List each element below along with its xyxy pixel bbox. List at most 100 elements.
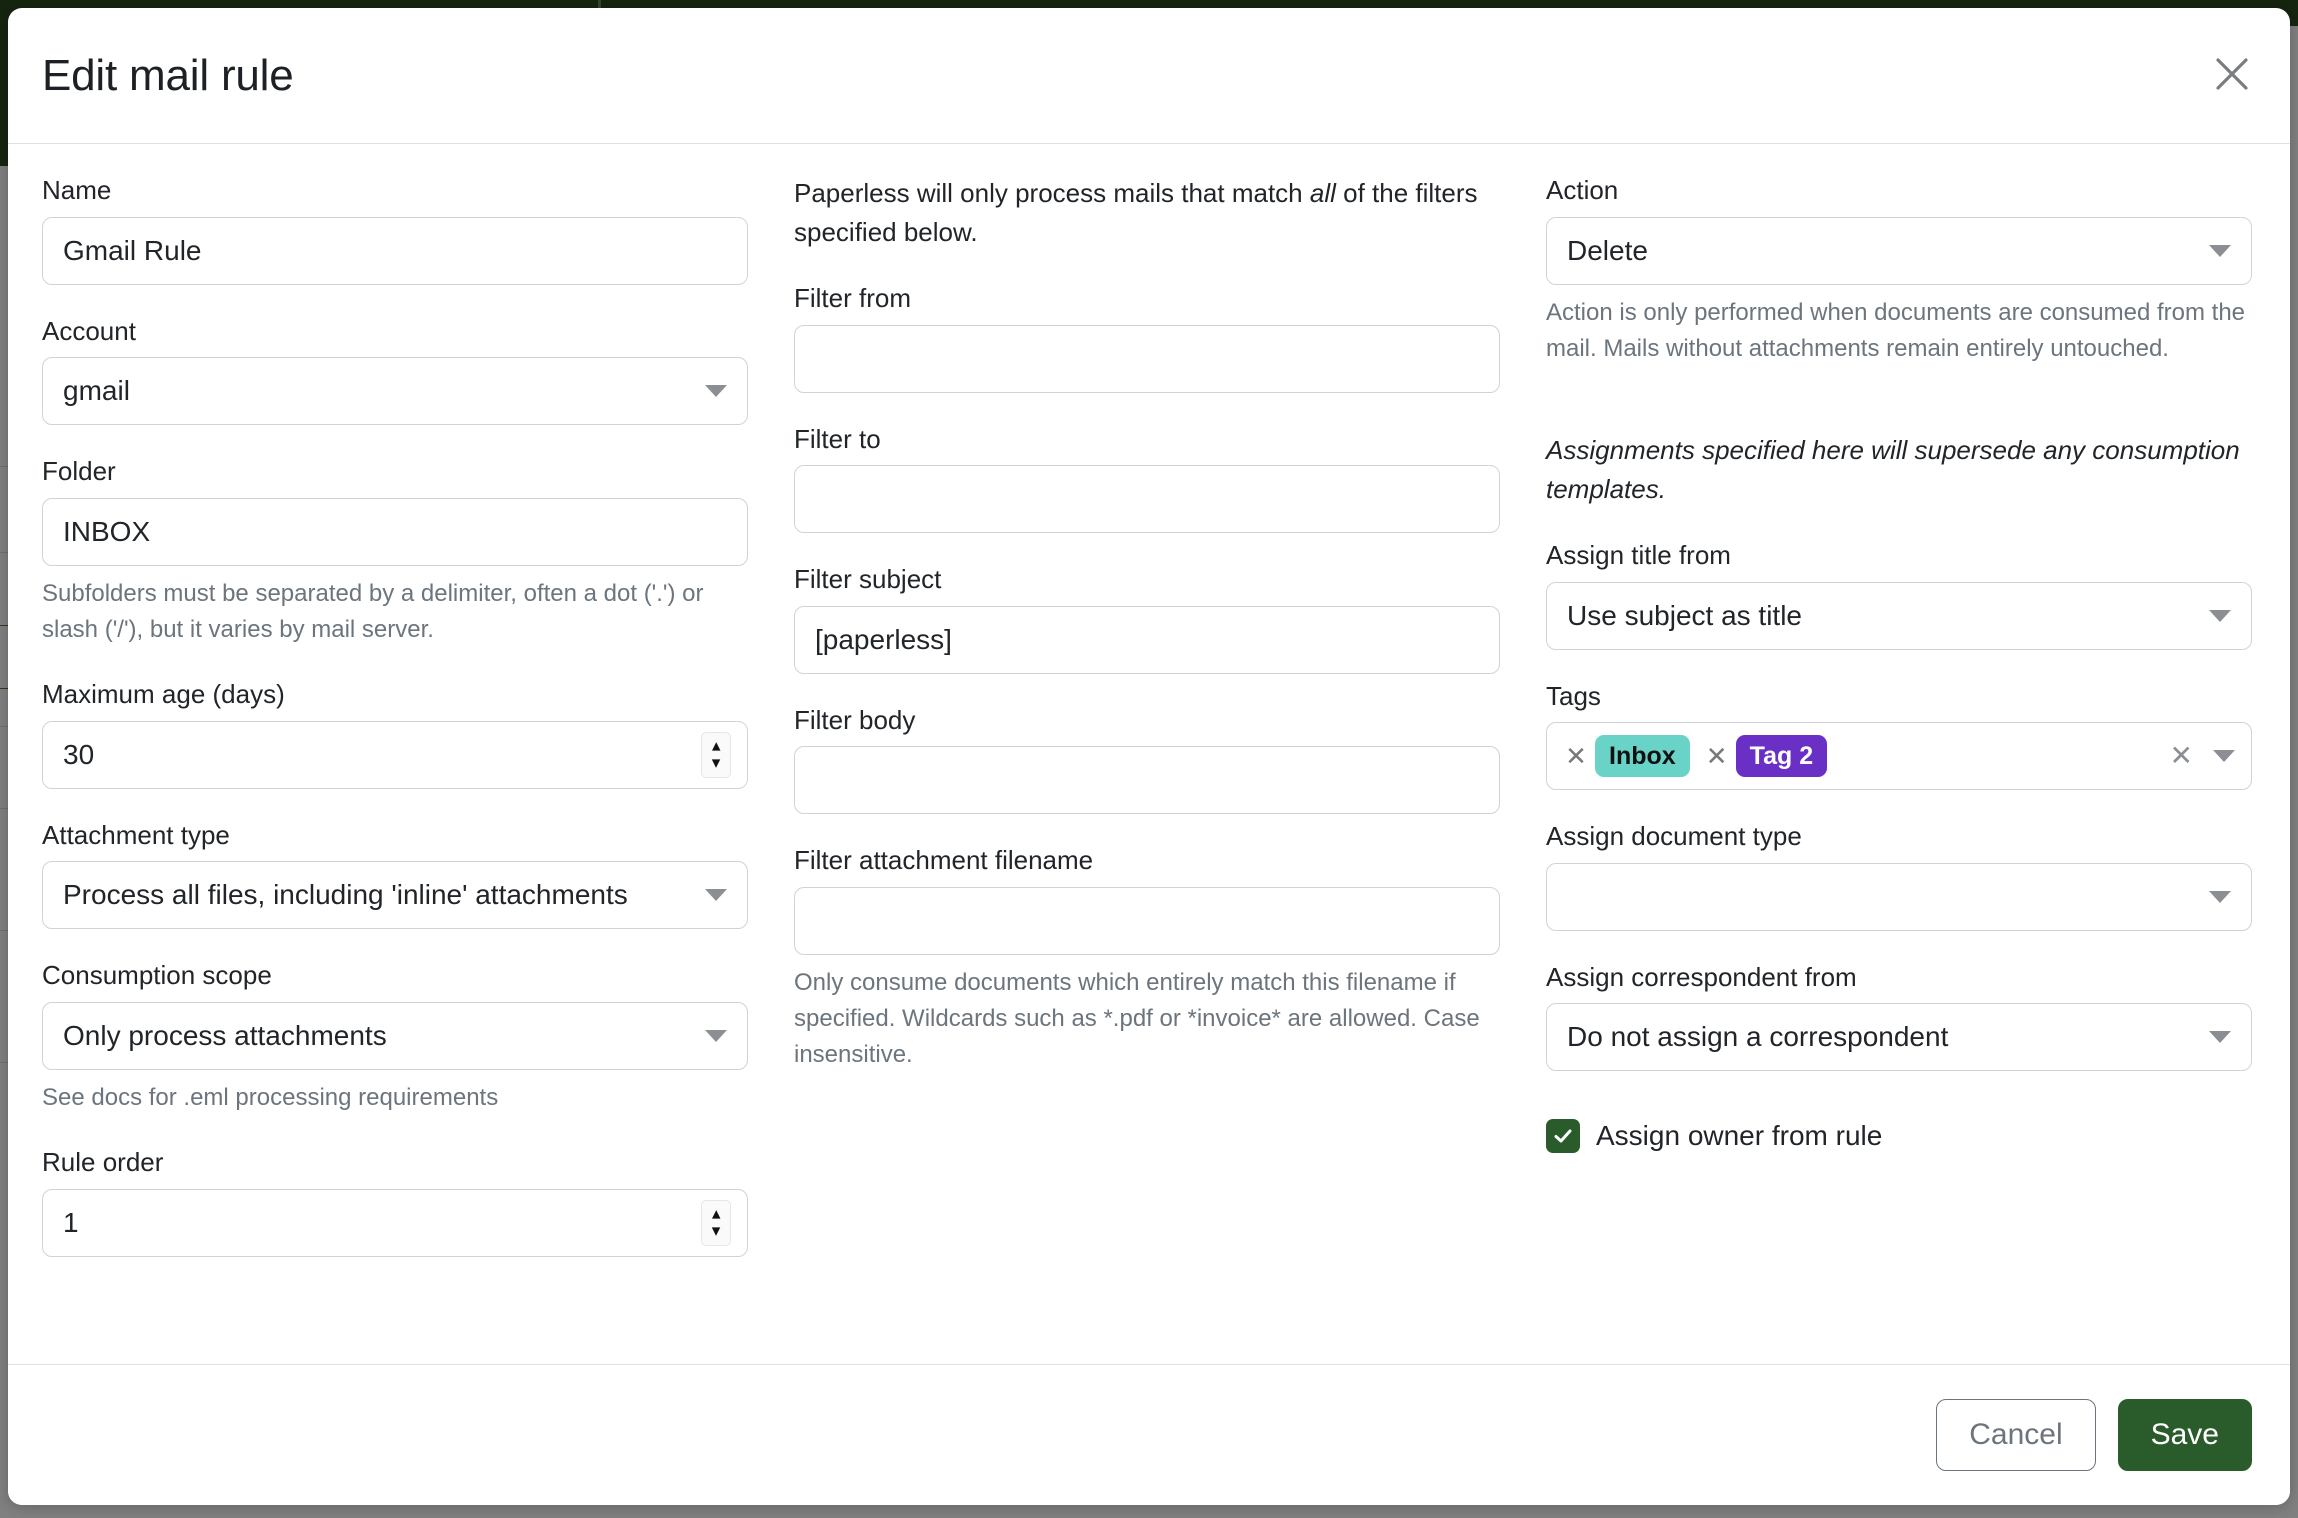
filter-from-input[interactable]	[794, 324, 1500, 393]
assign-document-type-select[interactable]	[1546, 862, 2252, 931]
chevron-down-icon	[2209, 244, 2231, 257]
chevron-down-icon	[705, 385, 727, 397]
column-general: Name Gmail Rule Account gmail Folder INB…	[42, 174, 748, 1257]
close-icon	[2212, 54, 2252, 97]
chevron-up-icon[interactable]: ▾	[711, 737, 721, 757]
quantity-stepper[interactable]: ▾ ▾	[701, 731, 731, 778]
cancel-button[interactable]: Cancel	[1936, 1399, 2096, 1471]
filter-body-input[interactable]	[794, 746, 1500, 814]
page-title: Edit mail rule	[42, 50, 294, 100]
filter-attachment-filename-input[interactable]	[794, 886, 1500, 955]
assign-owner-label: Assign owner from rule	[1596, 1120, 1883, 1152]
rule-order-label: Rule order	[42, 1147, 164, 1178]
filter-attachment-filename-help-text: Only consume documents which entirely ma…	[794, 968, 1480, 1069]
field-assign-owner-from-rule[interactable]: Assign owner from rule	[1546, 1119, 2252, 1154]
remove-tag-icon[interactable]: ✕	[1705, 741, 1728, 772]
action-select[interactable]: Delete	[1546, 216, 2252, 285]
chevron-down-icon	[2209, 890, 2231, 903]
chevron-down-icon	[705, 1029, 727, 1042]
chevron-up-icon[interactable]: ▾	[711, 1205, 721, 1225]
folder-input[interactable]: INBOX	[42, 497, 748, 566]
assign-correspondent-from-select[interactable]: Do not assign a correspondent	[1546, 1003, 2252, 1072]
filters-intro-post: of the filters specified below.	[794, 178, 1478, 247]
action-help-text: Action is only performed when documents …	[1546, 298, 2246, 362]
attachment-type-label: Attachment type	[42, 819, 230, 850]
chevron-down-icon	[2209, 609, 2231, 622]
assign-title-from-value: Use subject as title	[1567, 599, 1802, 631]
field-assign-correspondent-from: Assign correspondent from Do not assign …	[1546, 961, 2252, 1072]
consumption-scope-value: Only process attachments	[63, 1019, 387, 1051]
clear-all-icon[interactable]: ✕	[2169, 740, 2193, 772]
filters-intro-emphasis: all	[1309, 178, 1336, 208]
filters-intro-text: Paperless will only process mails that m…	[794, 174, 1500, 252]
chevron-down-icon	[2209, 1031, 2231, 1044]
dialog-body: Name Gmail Rule Account gmail Folder INB…	[8, 144, 2290, 1364]
filter-body-label: Filter body	[794, 704, 916, 735]
chevron-down-icon[interactable]	[2213, 750, 2235, 763]
filter-subject-input[interactable]: [paperless]	[794, 605, 1500, 674]
rule-order-value: 1	[63, 1206, 79, 1238]
filter-attachment-filename-label: Filter attachment filename	[794, 845, 1094, 875]
assign-correspondent-from-value: Do not assign a correspondent	[1567, 1021, 1949, 1053]
consumption-scope-help-text: See docs for .eml processing requirement…	[42, 1083, 499, 1111]
chevron-down-icon[interactable]: ▾	[711, 1220, 721, 1240]
field-name: Name Gmail Rule	[42, 174, 748, 285]
tags-controls: ✕	[2170, 742, 2235, 770]
remove-tag-icon[interactable]: ✕	[1565, 741, 1587, 772]
field-tags: Tags ✕ Inbox ✕ Tag 2 ✕	[1546, 680, 2252, 791]
column-filters: Paperless will only process mails that m…	[794, 174, 1500, 1074]
tags-input[interactable]: ✕ Inbox ✕ Tag 2 ✕	[1546, 722, 2252, 791]
consumption-scope-select[interactable]: Only process attachments	[42, 1001, 748, 1070]
dialog-footer: Cancel Save	[8, 1364, 2290, 1505]
field-account: Account gmail	[42, 315, 748, 425]
chevron-down-icon	[705, 889, 727, 902]
account-select-value: gmail	[63, 375, 130, 406]
field-filter-to: Filter to	[794, 423, 1500, 533]
field-filter-subject: Filter subject [paperless]	[794, 563, 1500, 674]
maximum-age-value: 30	[63, 738, 95, 770]
name-label: Name	[42, 175, 112, 205]
consumption-scope-label: Consumption scope	[42, 960, 272, 991]
tags-label: Tags	[1546, 680, 1601, 711]
filter-to-input[interactable]	[794, 465, 1500, 533]
folder-help-text: Subfolders must be separated by a delimi…	[42, 579, 704, 643]
assignments-note: Assignments specified here will supersed…	[1546, 435, 2240, 505]
field-folder: Folder INBOX Subfolders must be separate…	[42, 455, 748, 648]
column-actions: Action Delete Action is only performed w…	[1546, 174, 2252, 1154]
field-action: Action Delete Action is only performed w…	[1546, 174, 2252, 367]
tag-chip[interactable]: Inbox	[1595, 735, 1690, 778]
assign-owner-checkbox[interactable]	[1546, 1119, 1580, 1154]
filter-subject-label: Filter subject	[794, 564, 942, 594]
edit-mail-rule-dialog: Edit mail rule Name Gmail Rule Account g…	[8, 8, 2290, 1505]
field-rule-order: Rule order 1 ▾ ▾	[42, 1146, 748, 1257]
field-filter-from: Filter from	[794, 282, 1500, 393]
attachment-type-value: Process all files, including 'inline' at…	[63, 879, 628, 911]
assign-correspondent-from-label: Assign correspondent from	[1546, 961, 1857, 992]
field-consumption-scope: Consumption scope Only process attachmen…	[42, 959, 748, 1116]
check-icon	[1554, 1129, 1572, 1143]
maximum-age-label: Maximum age (days)	[42, 679, 285, 710]
account-label: Account	[42, 315, 136, 346]
close-button[interactable]	[2206, 50, 2258, 102]
folder-label: Folder	[42, 456, 116, 486]
dialog-header: Edit mail rule	[8, 8, 2290, 144]
field-attachment-type: Attachment type Process all files, inclu…	[42, 819, 748, 930]
field-maximum-age: Maximum age (days) 30 ▾ ▾	[42, 678, 748, 789]
account-select[interactable]: gmail	[42, 357, 748, 425]
name-input[interactable]: Gmail Rule	[42, 216, 748, 285]
filter-to-label: Filter to	[794, 423, 881, 454]
rule-order-input[interactable]: 1 ▾ ▾	[42, 1188, 748, 1257]
field-filter-attachment-filename: Filter attachment filename Only consume …	[794, 844, 1500, 1074]
field-assign-title-from: Assign title from Use subject as title	[1546, 539, 2252, 650]
maximum-age-input[interactable]: 30 ▾ ▾	[42, 720, 748, 789]
quantity-stepper[interactable]: ▾ ▾	[701, 1199, 731, 1246]
chevron-down-icon[interactable]: ▾	[711, 752, 721, 772]
assign-title-from-select[interactable]: Use subject as title	[1546, 581, 2252, 650]
field-assign-document-type: Assign document type	[1546, 820, 2252, 931]
assign-document-type-label: Assign document type	[1546, 821, 1802, 852]
filter-from-label: Filter from	[794, 283, 911, 313]
action-label: Action	[1546, 175, 1619, 205]
save-button[interactable]: Save	[2117, 1399, 2252, 1471]
attachment-type-select[interactable]: Process all files, including 'inline' at…	[42, 861, 748, 930]
tag-chip[interactable]: Tag 2	[1735, 735, 1828, 778]
